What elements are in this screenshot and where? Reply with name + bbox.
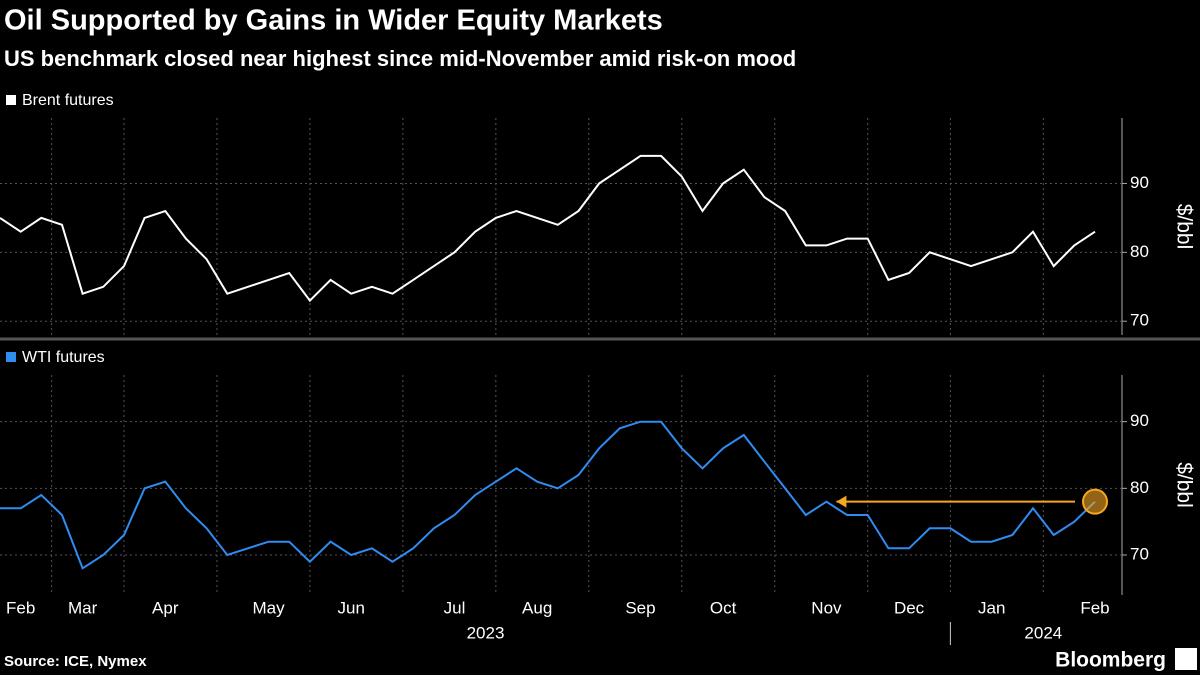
x-tick-label: Nov bbox=[811, 598, 842, 617]
highlight-circle bbox=[1082, 488, 1108, 515]
y-tick-label: 70 bbox=[1130, 544, 1149, 563]
y-tick-label: 90 bbox=[1130, 173, 1149, 192]
x-tick-label: Feb bbox=[1080, 598, 1109, 617]
y-tick-label: 80 bbox=[1130, 242, 1149, 261]
brand: Bloomberg bbox=[1055, 649, 1166, 672]
x-group-label: 2024 bbox=[1024, 623, 1062, 642]
x-tick-label: Apr bbox=[152, 598, 179, 617]
chart-title: Oil Supported by Gains in Wider Equity M… bbox=[4, 5, 663, 37]
legend-label: WTI futures bbox=[22, 349, 105, 366]
legend-label: Brent futures bbox=[22, 92, 114, 109]
x-tick-label: Jul bbox=[444, 598, 466, 617]
x-tick-label: Oct bbox=[710, 598, 737, 617]
y-axis-label: $/bbl bbox=[1172, 462, 1195, 508]
x-tick-label: Jun bbox=[338, 598, 365, 617]
x-group-label: 2023 bbox=[467, 623, 505, 642]
source: Source: ICE, Nymex bbox=[4, 653, 147, 670]
logo bbox=[1175, 648, 1197, 670]
x-tick-label: Aug bbox=[522, 598, 552, 617]
data-line bbox=[0, 154, 1096, 303]
y-tick-label: 90 bbox=[1130, 411, 1149, 430]
data-line bbox=[0, 420, 1096, 570]
arrow-head bbox=[836, 495, 847, 508]
y-tick-label: 70 bbox=[1130, 311, 1149, 330]
x-tick-label: Mar bbox=[68, 598, 98, 617]
chart-subtitle: US benchmark closed near highest since m… bbox=[4, 46, 796, 71]
y-axis-label: $/bbl bbox=[1172, 204, 1195, 250]
x-tick-label: Sep bbox=[625, 598, 655, 617]
y-tick-label: 80 bbox=[1130, 478, 1149, 497]
x-tick-label: Feb bbox=[6, 598, 35, 617]
x-tick-label: Dec bbox=[894, 598, 925, 617]
x-tick-label: May bbox=[253, 598, 286, 617]
x-tick-label: Jan bbox=[978, 598, 1005, 617]
legend-swatch bbox=[6, 95, 16, 105]
legend-swatch bbox=[6, 352, 16, 362]
